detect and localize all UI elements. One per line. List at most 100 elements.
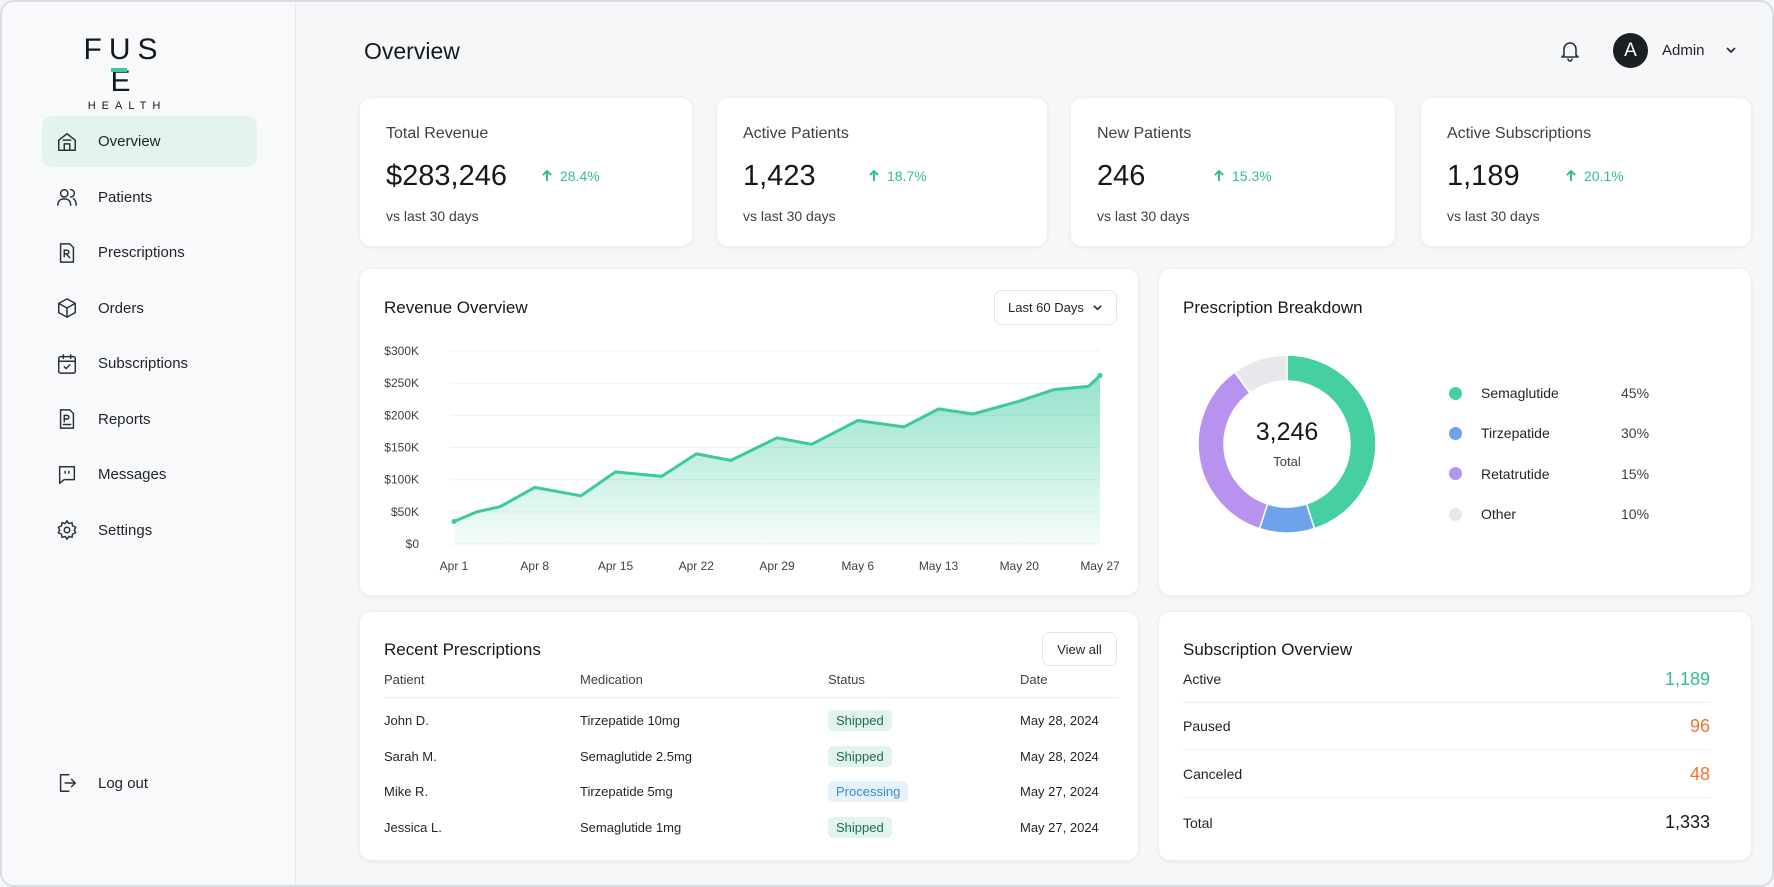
x-tick-label: Apr 22 (679, 559, 715, 573)
legend-item: Tirzepatide 30% (1449, 413, 1669, 453)
view-all-button[interactable]: View all (1042, 632, 1117, 666)
sidebar-item-label: Prescriptions (98, 244, 185, 261)
cell-date: May 28, 2024 (1020, 748, 1099, 764)
sidebar-item-prescriptions[interactable]: Prescriptions (42, 227, 257, 278)
revenue-chart: $0 $50K $100K $150K $200K $250K $300K Apr 1 Apr … (384, 344, 1120, 573)
cell-date: May 27, 2024 (1020, 784, 1099, 800)
message-icon (56, 464, 78, 486)
sidebar-item-subscriptions[interactable]: Subscriptions (42, 338, 257, 389)
home-icon (56, 131, 78, 153)
table-row[interactable]: Mike R. Tirzepatide 5mg Processing May 2… (384, 774, 1119, 810)
prescription-breakdown-card: Prescription Breakdown 3,246 Total Semag… (1158, 268, 1752, 596)
legend-item: Semaglutide 45% (1449, 373, 1669, 413)
legend-label: Retatrutide (1481, 465, 1550, 482)
breakdown-title: Prescription Breakdown (1183, 298, 1363, 317)
stat-value: 1,189 (1447, 160, 1520, 192)
cell-medication: Semaglutide 1mg (580, 819, 682, 835)
page-title: Overview (364, 38, 460, 64)
logout-label: Log out (98, 774, 149, 792)
donut-slice-tirzepatide[interactable] (1258, 502, 1316, 534)
gear-icon (56, 519, 78, 541)
column-header[interactable]: Date (1020, 672, 1048, 687)
cell-status: Shipped (828, 745, 1020, 767)
stat-title: New Patients (1097, 125, 1192, 142)
table-row[interactable]: Jessica L. Semaglutide 1mg Shipped May 2… (384, 810, 1119, 846)
logout-button[interactable]: Log out (56, 772, 148, 794)
cell-date: May 28, 2024 (1020, 713, 1099, 729)
cell-patient: Sarah M. (384, 748, 437, 764)
brand-logo[interactable]: FUSE HEALTH (74, 33, 174, 113)
stat-subtitle: vs last 30 days (1447, 208, 1540, 224)
users-icon (56, 186, 78, 208)
cell-status: Shipped (828, 710, 1020, 732)
user-menu-chevron[interactable] (1724, 43, 1738, 57)
legend-percent: 15% (1621, 465, 1650, 482)
sidebar-item-label: Overview (98, 133, 161, 150)
stat-card-active-patients: Active Patients 1,423 18.7% vs last 30 d… (716, 97, 1048, 247)
x-tick-label: May 6 (841, 559, 874, 573)
status-badge: Shipped (828, 745, 892, 767)
sidebar-item-label: Patients (98, 188, 153, 206)
stat-delta-value: 20.1% (1584, 168, 1624, 184)
stat-value: $283,246 (386, 160, 507, 192)
subscription-label: Total (1183, 814, 1213, 831)
sidebar-item-overview[interactable]: Overview (42, 116, 257, 167)
brand-name: FUSE (83, 33, 165, 98)
y-tick-label: $50K (391, 505, 419, 519)
sidebar-item-label: Settings (98, 521, 153, 539)
stat-card-new-patients: New Patients 246 15.3% vs last 30 days (1070, 97, 1396, 247)
donut-chart (1197, 354, 1377, 534)
column-header[interactable]: Medication (580, 672, 643, 687)
calendar-icon (56, 353, 78, 375)
data-point (1097, 372, 1103, 378)
sidebar-item-settings[interactable]: Settings (42, 505, 257, 556)
table-header: Patient Medication Status Date (384, 672, 1119, 698)
arrow-up-icon (869, 169, 879, 181)
legend-dot (1449, 467, 1462, 481)
column-header[interactable]: Status (828, 672, 865, 687)
stat-subtitle: vs last 30 days (1097, 208, 1190, 224)
prescription-icon (56, 242, 78, 264)
stat-delta: 20.1% (1564, 168, 1624, 184)
avatar[interactable]: A (1613, 33, 1648, 68)
cell-medication: Tirzepatide 10mg (580, 713, 680, 729)
x-tick-label: May 20 (1000, 559, 1040, 573)
user-name[interactable]: Admin (1662, 42, 1705, 59)
prescriptions-table: Patient Medication Status Date John D. T… (384, 672, 1119, 845)
stat-value: 1,423 (743, 160, 816, 192)
donut-slice-retatrutide[interactable] (1197, 370, 1269, 530)
bell-icon (1561, 42, 1579, 62)
revenue-title: Revenue Overview (384, 298, 528, 317)
sidebar-item-reports[interactable]: Reports (42, 394, 257, 445)
legend-dot (1449, 386, 1462, 400)
sidebar-item-orders[interactable]: Orders (42, 283, 257, 334)
donut-slice-other[interactable] (1233, 354, 1288, 395)
stat-card-active-subscriptions: Active Subscriptions 1,189 20.1% vs last… (1420, 97, 1752, 247)
donut-total-label: Total (1273, 454, 1301, 469)
brand-tagline: HEALTH (87, 100, 167, 112)
subscription-value: 96 (1689, 715, 1710, 736)
subscription-row-active: Active 1,189 (1183, 656, 1710, 703)
table-row[interactable]: Sarah M. Semaglutide 2.5mg Shipped May 2… (384, 739, 1119, 775)
stat-title: Active Patients (743, 125, 849, 142)
arrow-up-icon (542, 169, 552, 181)
recent-title: Recent Prescriptions (384, 640, 541, 659)
notifications-button[interactable] (1558, 38, 1582, 62)
y-tick-label: $300K (384, 344, 419, 358)
date-range-value: Last 60 Days (1008, 300, 1084, 315)
subscription-row-paused: Paused 96 (1183, 703, 1710, 750)
column-header[interactable]: Patient (384, 672, 425, 687)
legend-percent: 45% (1621, 385, 1650, 402)
sidebar-item-patients[interactable]: Patients (42, 172, 257, 223)
legend-item: Retatrutide 15% (1449, 454, 1669, 494)
data-point (451, 518, 457, 524)
sidebar-item-messages[interactable]: Messages (42, 449, 257, 500)
status-badge: Processing (828, 781, 909, 803)
date-range-select[interactable]: Last 60 Days (994, 290, 1117, 325)
donut-slice-semaglutide[interactable] (1286, 354, 1377, 530)
status-badge: Shipped (828, 710, 892, 732)
table-row[interactable]: John D. Tirzepatide 10mg Shipped May 28,… (384, 703, 1119, 739)
stat-value: 246 (1097, 160, 1146, 192)
legend-percent: 30% (1621, 425, 1650, 442)
subscription-row-canceled: Canceled 48 (1183, 751, 1710, 798)
